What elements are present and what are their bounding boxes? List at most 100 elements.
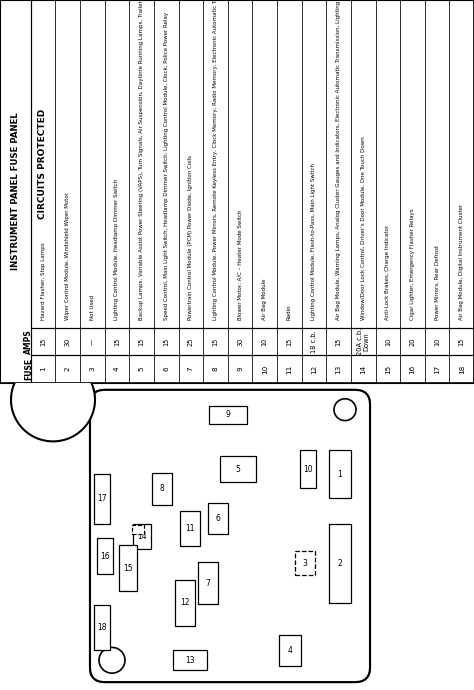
Text: 25: 25	[188, 337, 194, 346]
Bar	[351, 355, 375, 383]
Bar	[154, 0, 179, 328]
Text: Powertrain Control Module (PCM) Power Diode, Ignition Coils: Powertrain Control Module (PCM) Power Di…	[188, 155, 193, 320]
Text: 20A c.b.
Down: 20A c.b. Down	[357, 328, 370, 355]
Bar	[228, 355, 252, 383]
Bar	[329, 524, 351, 603]
Bar	[279, 635, 301, 667]
Text: 17: 17	[97, 494, 107, 503]
Text: 16: 16	[410, 364, 415, 374]
Text: 18: 18	[97, 623, 107, 632]
Bar	[31, 0, 55, 328]
Bar	[400, 328, 425, 355]
Text: 3: 3	[90, 367, 95, 371]
Text: 10: 10	[303, 464, 313, 473]
Text: Air Bag Module, Warning Lamps, Analog Cluster Gauges and Indicators, Electronic : Air Bag Module, Warning Lamps, Analog Cl…	[336, 0, 341, 320]
Bar	[119, 545, 137, 591]
Bar	[31, 328, 55, 355]
FancyBboxPatch shape	[90, 390, 370, 682]
Text: 15: 15	[212, 337, 219, 346]
Bar	[277, 0, 301, 328]
Bar	[375, 0, 400, 328]
Text: 30: 30	[65, 337, 71, 346]
Text: 7: 7	[188, 367, 194, 371]
Text: FUSE: FUSE	[24, 358, 33, 380]
Circle shape	[11, 358, 95, 442]
Bar	[154, 328, 179, 355]
Bar	[105, 328, 129, 355]
Bar	[252, 328, 277, 355]
Bar	[228, 0, 252, 328]
Text: Power Mirrors, Rear Defrost: Power Mirrors, Rear Defrost	[435, 245, 439, 320]
Text: 4: 4	[114, 367, 120, 371]
Bar	[31, 355, 474, 383]
Bar	[105, 0, 129, 328]
Bar	[449, 0, 474, 328]
Bar	[94, 605, 110, 651]
Bar	[105, 355, 129, 383]
Text: 1: 1	[40, 367, 46, 371]
Bar	[97, 538, 113, 574]
Text: 20: 20	[410, 337, 415, 346]
Text: 14: 14	[360, 364, 366, 374]
Bar	[129, 0, 154, 328]
Text: 15: 15	[138, 337, 145, 346]
Bar	[351, 328, 375, 355]
Text: 2: 2	[65, 367, 71, 371]
Text: 8: 8	[212, 367, 219, 371]
Bar	[80, 355, 105, 383]
Bar	[400, 355, 425, 383]
Text: 18 c.b.: 18 c.b.	[311, 331, 317, 353]
Bar	[31, 355, 55, 383]
Bar	[179, 355, 203, 383]
Bar	[132, 524, 144, 535]
Bar	[31, 0, 474, 328]
Text: Hazard Flasher, Stop Lamps: Hazard Flasher, Stop Lamps	[41, 242, 46, 320]
Bar	[175, 580, 195, 626]
Text: 5: 5	[236, 464, 240, 473]
Bar	[425, 328, 449, 355]
Bar	[55, 0, 80, 328]
Bar	[375, 328, 400, 355]
FancyBboxPatch shape	[90, 390, 370, 682]
Text: 15: 15	[40, 337, 46, 346]
Bar	[400, 0, 425, 328]
Text: 15: 15	[459, 337, 465, 346]
Text: 14: 14	[137, 532, 147, 541]
Text: —: —	[90, 338, 95, 345]
Bar	[300, 451, 316, 488]
Bar	[326, 328, 351, 355]
Bar	[179, 328, 203, 355]
Bar	[329, 451, 351, 498]
Bar	[31, 328, 474, 355]
Bar	[425, 355, 449, 383]
Text: 13: 13	[336, 364, 342, 374]
Text: 9: 9	[226, 410, 230, 419]
Bar	[80, 0, 105, 328]
Bar	[252, 0, 277, 328]
Bar	[180, 511, 200, 546]
Bar	[351, 0, 375, 328]
Text: 4: 4	[288, 646, 292, 655]
Text: 10: 10	[262, 337, 268, 346]
Text: 5: 5	[138, 367, 145, 371]
Text: 16: 16	[100, 552, 110, 561]
Text: 10: 10	[434, 337, 440, 346]
Text: 10: 10	[385, 337, 391, 346]
Text: Air Bag Module: Air Bag Module	[262, 279, 267, 320]
Text: 15: 15	[123, 564, 133, 573]
Text: 1: 1	[337, 470, 342, 479]
Bar	[449, 355, 474, 383]
Text: Radio: Radio	[287, 305, 292, 320]
Text: 30: 30	[237, 337, 243, 346]
Bar	[277, 355, 301, 383]
Text: Speed Control, Main Light Switch, Headlamp Dimmer Switch, Lighting Control Modul: Speed Control, Main Light Switch, Headla…	[164, 12, 169, 320]
Text: 15: 15	[114, 337, 120, 346]
Bar	[375, 355, 400, 383]
Bar	[203, 0, 228, 328]
Text: Lighting Control Module, Flash-to-Pass, Main Light Switch: Lighting Control Module, Flash-to-Pass, …	[311, 163, 317, 320]
Bar	[80, 328, 105, 355]
Bar	[129, 328, 154, 355]
Bar	[228, 328, 252, 355]
Bar	[55, 355, 80, 383]
Text: Air Bag Module, Digital Instrument Cluster: Air Bag Module, Digital Instrument Clust…	[459, 204, 464, 320]
